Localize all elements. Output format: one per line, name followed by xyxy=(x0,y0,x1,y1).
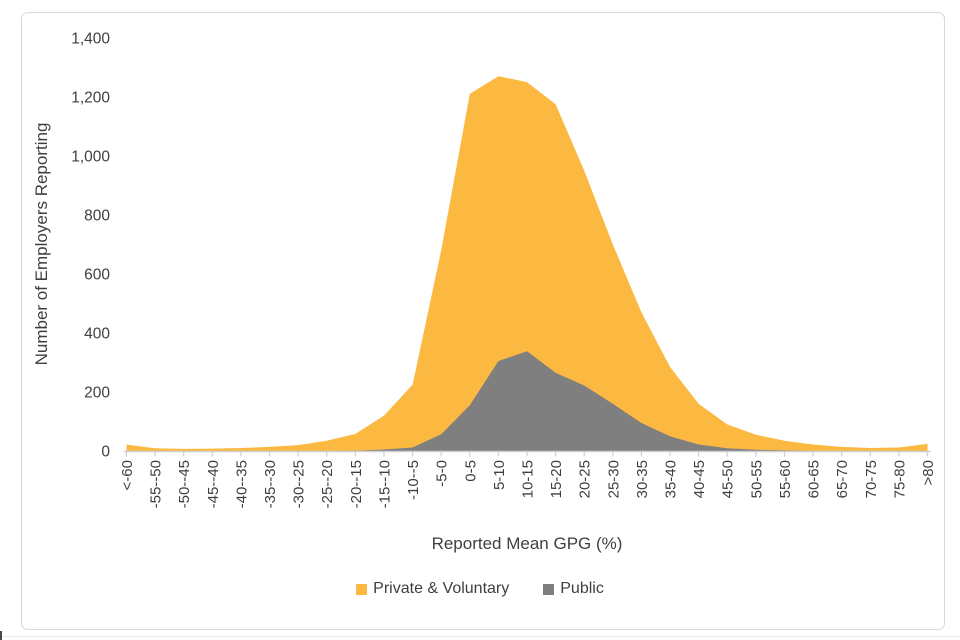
legend-item-public[interactable]: Public xyxy=(543,580,604,598)
x-tick-label: >80 xyxy=(920,460,937,485)
x-tick-label: 0-5 xyxy=(462,460,479,482)
x-tick-label: <-60 xyxy=(119,460,136,490)
legend-label: Private & Voluntary xyxy=(373,580,510,597)
x-tick-label: 30-35 xyxy=(634,460,651,498)
x-axis-title: Reported Mean GPG (%) xyxy=(432,534,623,553)
legend-swatch-icon xyxy=(356,583,368,595)
y-tick-label: 1,200 xyxy=(71,89,110,106)
x-tick-label: 60-65 xyxy=(806,460,823,498)
x-tick-label: 40-45 xyxy=(691,460,708,498)
x-tick-label: 55-60 xyxy=(777,460,794,498)
y-tick-label: 400 xyxy=(84,325,110,342)
x-tick-label: 35-40 xyxy=(663,460,680,498)
x-tick-label: 45-50 xyxy=(720,460,737,498)
legend-label: Public xyxy=(560,580,604,597)
x-tick-label: 25-30 xyxy=(605,460,622,498)
x-tick-label: 10-15 xyxy=(519,460,536,498)
x-tick-label: -35--30 xyxy=(262,460,279,508)
axis-group xyxy=(124,450,931,457)
x-tick-label: -45--40 xyxy=(205,460,222,508)
area-series-0 xyxy=(126,76,928,451)
y-tick-label: 1,400 xyxy=(71,30,110,47)
legend-swatch-icon xyxy=(543,583,555,595)
x-tick-label: 75-80 xyxy=(891,460,908,498)
y-tick-label: 200 xyxy=(84,384,110,401)
x-tick-label: -10--5 xyxy=(405,460,422,500)
x-tick-label: -5-0 xyxy=(434,460,451,487)
x-tick-label: 50-55 xyxy=(748,460,765,498)
x-tick-label: -20--15 xyxy=(348,460,365,508)
screenshot-edge-line xyxy=(0,636,960,637)
x-tick-label: 15-20 xyxy=(548,460,565,498)
x-tick-label: 20-25 xyxy=(577,460,594,498)
x-tick-label: -30--25 xyxy=(291,460,308,508)
x-tick-label: 5-10 xyxy=(491,460,508,490)
y-tick-label: 1,000 xyxy=(71,148,110,165)
x-tick-label: -40--35 xyxy=(233,460,250,508)
x-tick-label: -25--20 xyxy=(319,460,336,508)
x-tick-label: -15--10 xyxy=(376,460,393,508)
legend-item-private-voluntary[interactable]: Private & Voluntary xyxy=(356,580,509,598)
legend: Private & Voluntary Public xyxy=(0,580,960,598)
x-tick-label: 65-70 xyxy=(834,460,851,498)
y-axis-title: Number of Employers Reporting xyxy=(32,123,51,366)
screenshot-corner-mark xyxy=(0,631,2,640)
y-tick-label: 0 xyxy=(101,444,110,461)
area-series-1 xyxy=(126,351,928,451)
y-tick-label: 600 xyxy=(84,266,110,283)
y-tick-label: 800 xyxy=(84,207,110,224)
x-tick-label: 70-75 xyxy=(863,460,880,498)
area-series-group xyxy=(126,76,928,451)
x-tick-label: -50--45 xyxy=(176,460,193,508)
x-tick-label: -55--50 xyxy=(148,460,165,508)
